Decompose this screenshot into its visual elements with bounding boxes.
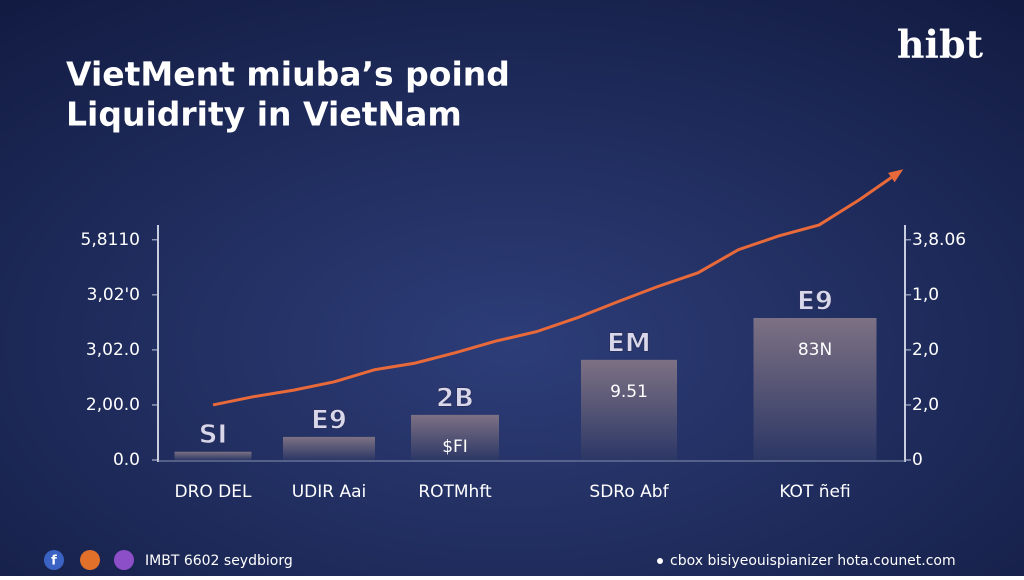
logo: hibt — [897, 22, 984, 67]
tick-label: 2,0 — [912, 340, 939, 360]
x-tick-label: ROTMhft — [418, 482, 492, 502]
tick-label: 3,02.0 — [86, 340, 140, 360]
facebook-icon[interactable] — [44, 550, 64, 570]
tick-label: 3,8.06 — [912, 230, 966, 250]
x-tick-label: SDRo Abf — [589, 482, 669, 502]
tick-label: 0.0 — [113, 450, 140, 470]
tick-label: 0 — [912, 450, 923, 470]
other-icon[interactable] — [114, 550, 134, 570]
tick-label: 2,00.0 — [86, 395, 140, 415]
bar — [174, 451, 252, 460]
bar-inner-label: $FI — [442, 437, 468, 457]
bar-top-label: 2B — [436, 383, 474, 413]
footer-dot — [657, 558, 663, 564]
trend-arrowhead — [888, 169, 904, 183]
tick-label: 2,0 — [912, 395, 939, 415]
footer-left: IMBT 6602 seydbiorg — [145, 553, 293, 569]
icon-glyph: f — [51, 554, 57, 569]
x-tick-label: DRO DEL — [175, 482, 253, 502]
bar — [411, 414, 499, 460]
tick-label: 1,0 — [912, 285, 939, 305]
tick-label: 3,02'0 — [87, 285, 140, 305]
chart-subtitle: Liquidrity in VietNam — [66, 95, 462, 134]
tick-label: 5,8110 — [81, 230, 140, 250]
trend-line — [212, 170, 901, 407]
bar — [753, 317, 877, 460]
bar-top-label: SI — [199, 420, 227, 450]
footer-right: cbox bisiyeouispianizer hota.counet.com — [670, 553, 956, 569]
chart-title: VietMent miuba’s poind — [66, 55, 510, 94]
bar — [283, 436, 375, 460]
reddit-icon[interactable] — [80, 550, 100, 570]
bar-inner-label: 9.51 — [610, 382, 648, 402]
bar — [581, 359, 677, 460]
bar-top-label: EM — [607, 328, 651, 358]
bar-top-label: E9 — [311, 405, 347, 435]
bar-inner-label: 83N — [798, 340, 832, 360]
x-tick-label: UDIR Aai — [292, 482, 367, 502]
x-tick-label: KOT ñefi — [779, 482, 850, 502]
bar-top-label: E9 — [797, 286, 833, 316]
